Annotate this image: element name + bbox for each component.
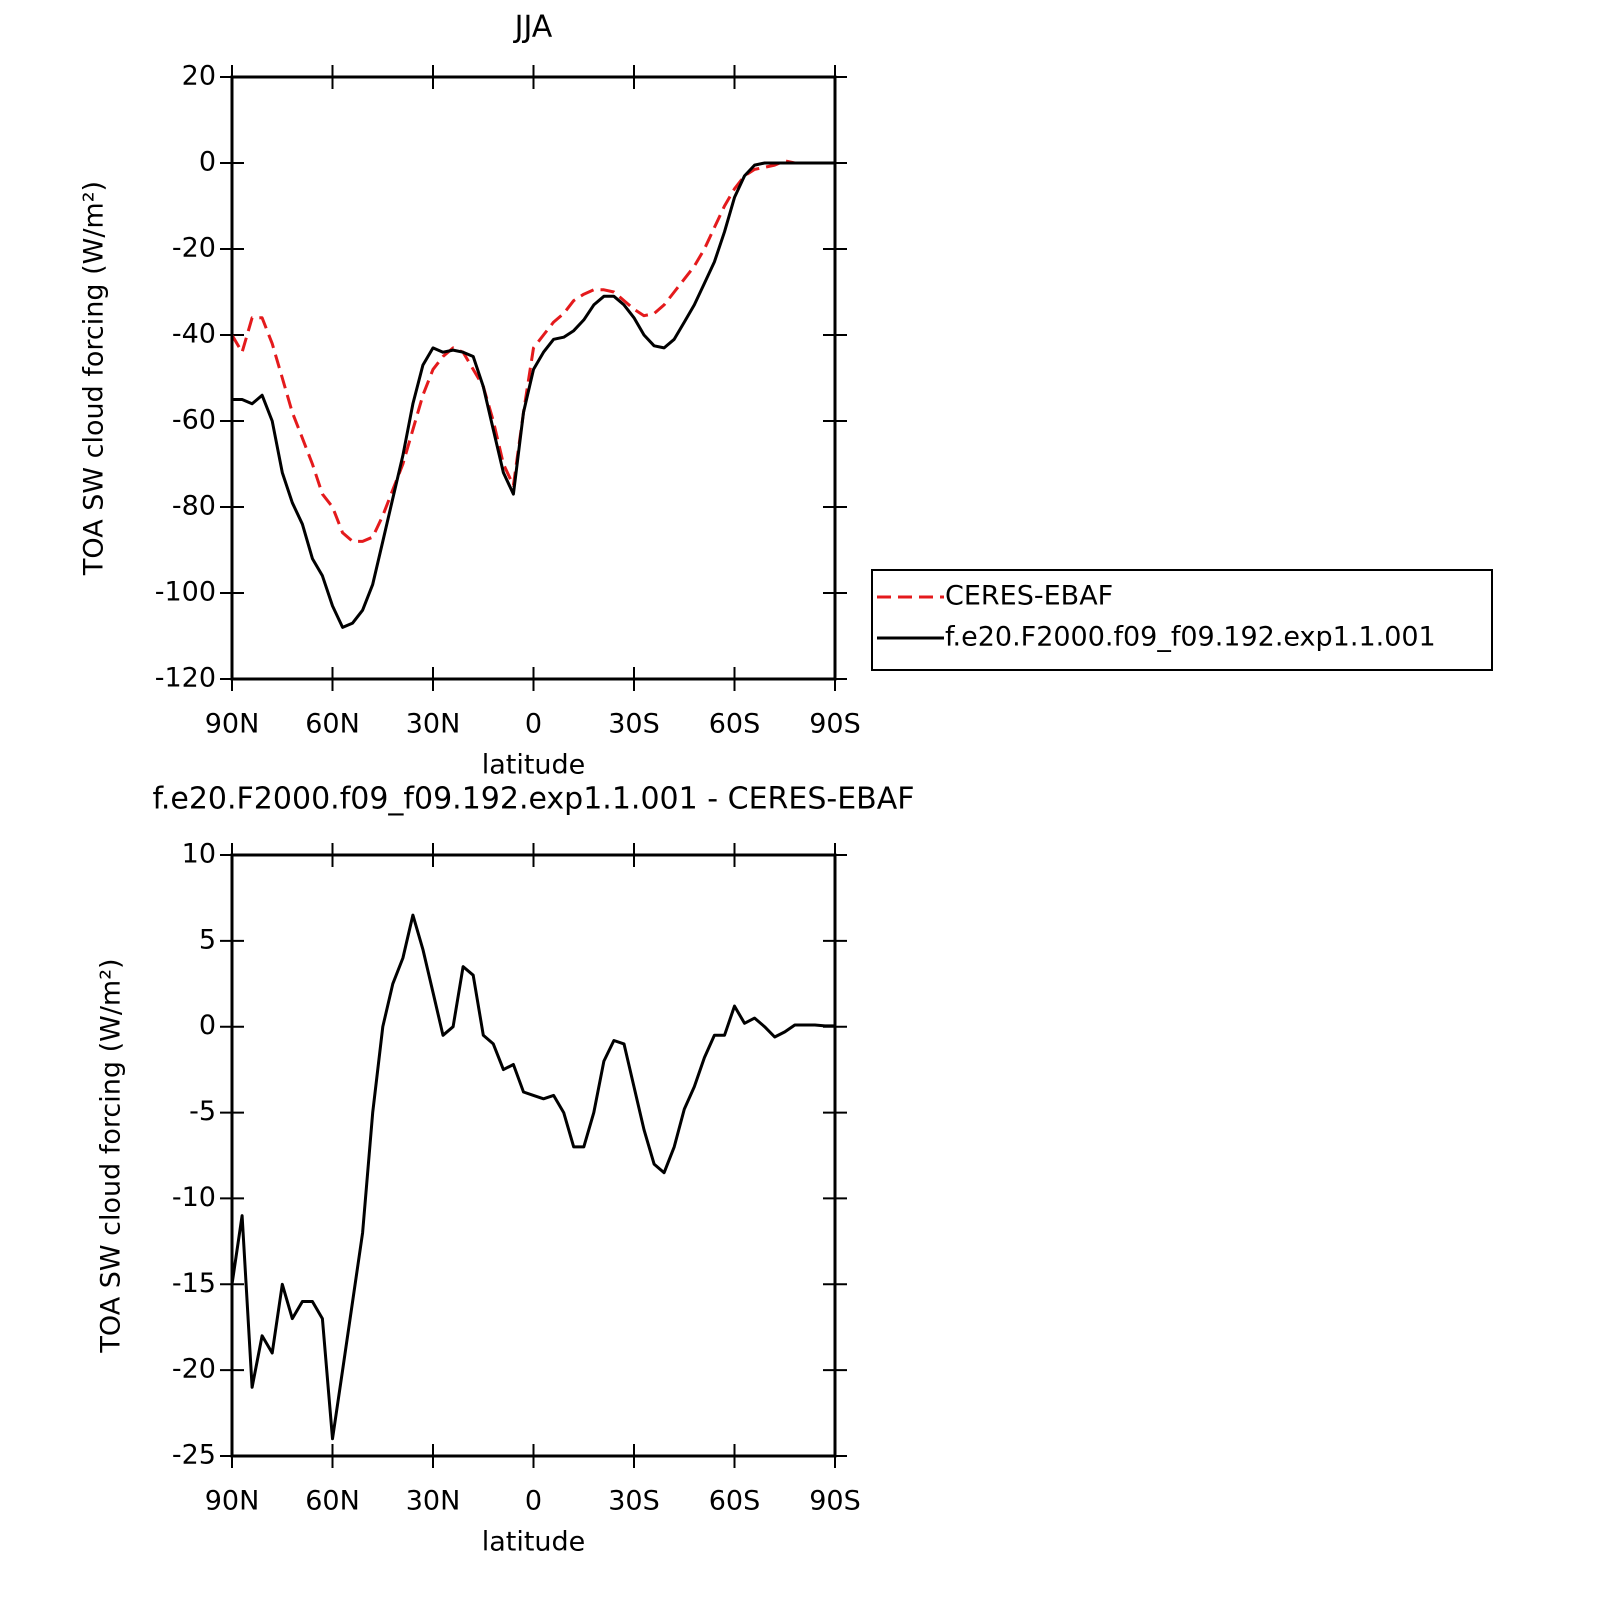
chart-title: JJA <box>513 10 553 45</box>
data-line <box>230 913 835 1441</box>
x-tick-label: 90N <box>205 1486 260 1517</box>
x-tick-label: 60N <box>305 1486 360 1517</box>
x-tick-label: 60S <box>709 1486 761 1517</box>
y-tick-label: 0 <box>199 1010 216 1041</box>
legend-label: f.e20.F2000.f09_f09.192.exp1.1.001 <box>945 622 1436 653</box>
y-tick-label: -60 <box>172 405 216 436</box>
y-tick-label: 10 <box>182 839 216 870</box>
y-tick-label: -15 <box>172 1268 216 1299</box>
x-tick-label: 90N <box>205 709 260 740</box>
data-line <box>232 161 835 629</box>
y-axis-label: TOA SW cloud forcing (W/m²) <box>96 958 127 1353</box>
legend-label: CERES-EBAF <box>945 581 1113 612</box>
y-tick-label: -80 <box>172 491 216 522</box>
y-tick-label: 5 <box>199 924 216 955</box>
plot-frame <box>230 853 837 1458</box>
y-axis-label: TOA SW cloud forcing (W/m²) <box>79 181 110 576</box>
y-tick-label: -10 <box>172 1182 216 1213</box>
x-tick-label: 30N <box>406 1486 461 1517</box>
y-tick-label: -100 <box>155 577 216 608</box>
x-tick-label: 0 <box>525 709 542 740</box>
x-axis-label: latitude <box>482 1527 586 1558</box>
x-tick-label: 90S <box>809 1486 861 1517</box>
x-tick-label: 90S <box>809 709 861 740</box>
y-tick-label: -120 <box>155 663 216 694</box>
legend: CERES-EBAF f.e20.F2000.f09_f09.192.exp1.1… <box>871 569 1493 671</box>
x-tick-label: 30N <box>406 709 461 740</box>
x-tick-label: 30S <box>608 709 660 740</box>
chart-title: f.e20.F2000.f09_f09.192.exp1.1.001 - CER… <box>152 782 914 817</box>
x-tick-label: 0 <box>525 1486 542 1517</box>
data-line <box>230 159 835 543</box>
x-tick-label: 30S <box>608 1486 660 1517</box>
y-tick-label: 20 <box>182 61 216 92</box>
y-tick-label: -40 <box>172 319 216 350</box>
y-tick-label: -20 <box>172 233 216 264</box>
plot-frame <box>230 75 837 681</box>
x-tick-label: 60N <box>305 709 360 740</box>
legend-box <box>871 569 1493 671</box>
y-tick-label: -20 <box>172 1354 216 1385</box>
y-tick-label: -25 <box>172 1440 216 1471</box>
x-tick-label: 60S <box>709 709 761 740</box>
y-tick-label: 0 <box>199 147 216 178</box>
x-axis-label: latitude <box>482 750 586 781</box>
y-tick-label: -5 <box>189 1096 216 1127</box>
